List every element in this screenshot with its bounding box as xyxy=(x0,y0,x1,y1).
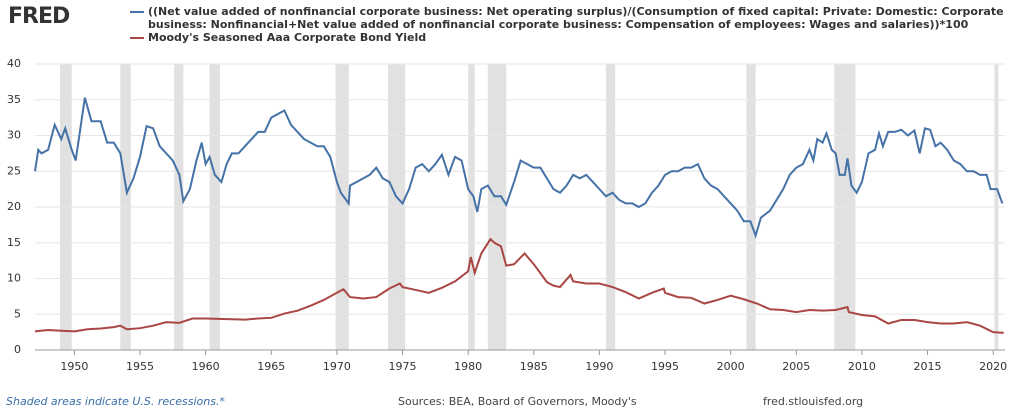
x-tick-label: 1970 xyxy=(323,360,351,373)
x-tick-label: 1960 xyxy=(192,360,220,373)
legend-entry: Moody's Seasoned Aaa Corporate Bond Yiel… xyxy=(128,31,1008,44)
x-tick-label: 1975 xyxy=(389,360,417,373)
legend-entry: ((Net value added of nonfinancial corpor… xyxy=(128,5,1008,31)
y-tick-label: 30 xyxy=(7,129,21,142)
y-tick-label: 20 xyxy=(7,200,21,213)
legend: ((Net value added of nonfinancial corpor… xyxy=(128,5,1008,44)
x-tick-label: 2000 xyxy=(717,360,745,373)
legend-swatch xyxy=(130,37,144,39)
y-tick-label: 0 xyxy=(14,343,21,356)
x-tick-label: 2010 xyxy=(848,360,876,373)
legend-label: Moody's Seasoned Aaa Corporate Bond Yiel… xyxy=(148,31,427,44)
x-tick-label: 1990 xyxy=(585,360,613,373)
x-tick-label: 1955 xyxy=(126,360,154,373)
x-tick-label: 2015 xyxy=(914,360,942,373)
y-tick-label: 40 xyxy=(7,57,21,70)
x-tick-label: 1995 xyxy=(651,360,679,373)
x-tick-label: 1980 xyxy=(454,360,482,373)
y-tick-label: 10 xyxy=(7,272,21,285)
x-tick-label: 1965 xyxy=(257,360,285,373)
y-tick-label: 35 xyxy=(7,93,21,106)
x-tick-label: 2020 xyxy=(979,360,1007,373)
x-tick-label: 1985 xyxy=(520,360,548,373)
legend-label: ((Net value added of nonfinancial corpor… xyxy=(148,5,1004,31)
source-url: fred.stlouisfed.org xyxy=(763,395,864,408)
sources: Sources: BEA, Board of Governors, Moody'… xyxy=(398,395,637,408)
chart: 0 5 10 15 20 25 30 35 40 1950 1955 1960 1965 1970 1975… xyxy=(7,57,1007,373)
y-tick-label: 15 xyxy=(7,236,21,249)
y-tick-label: 5 xyxy=(14,307,21,320)
x-tick-label: 1950 xyxy=(60,360,88,373)
legend-swatch xyxy=(130,11,144,13)
y-tick-label: 25 xyxy=(7,164,21,177)
series-line xyxy=(34,237,1004,334)
recession-note: Shaded areas indicate U.S. recessions.* xyxy=(6,395,225,408)
series-line xyxy=(34,97,1004,239)
x-tick-label: 2005 xyxy=(782,360,810,373)
logo: FRED xyxy=(8,4,70,29)
